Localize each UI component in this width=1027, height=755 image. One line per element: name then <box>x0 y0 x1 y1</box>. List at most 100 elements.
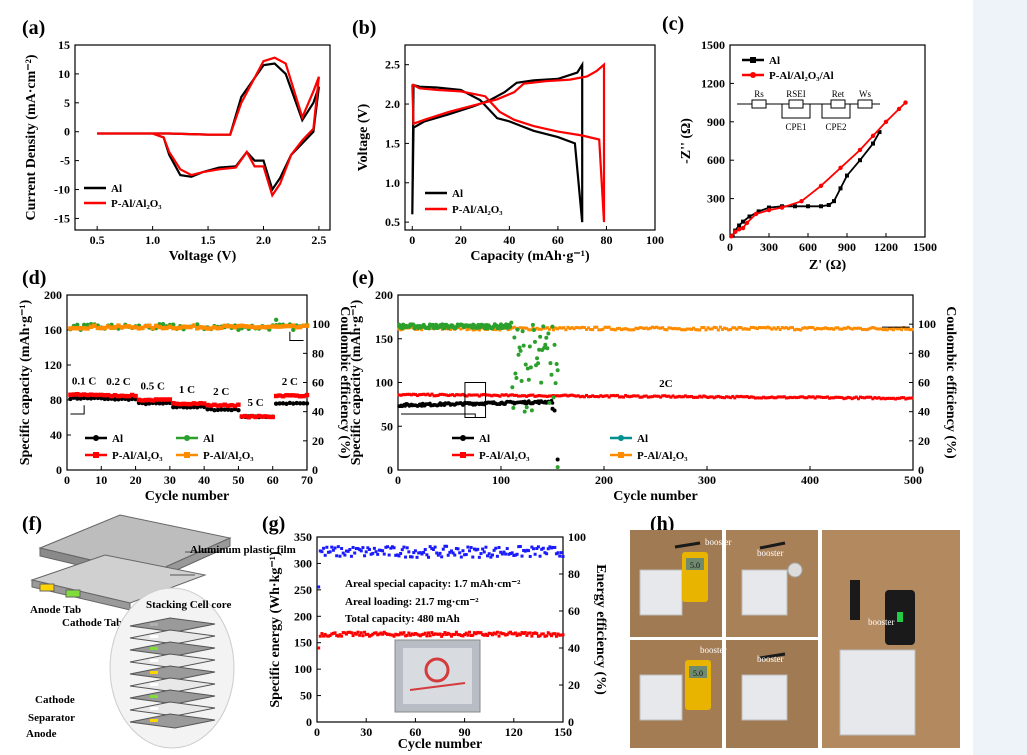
data-point-e-pal-ce-151 <box>552 328 556 332</box>
legend-c-pal-label: P-Al/Al₂O₃/Al <box>769 70 834 82</box>
data-point-e-al-ce-151 <box>551 395 556 400</box>
data-point-e-pal-cap-59 <box>457 393 461 397</box>
data-point-g-energy-14 <box>338 633 342 637</box>
data-point-e-pal-ce-405 <box>813 327 817 331</box>
data-point-e-pal-cap-5 <box>401 393 405 397</box>
data-point-g-ee-47 <box>392 546 396 550</box>
data-point-g-ee-40 <box>381 549 385 553</box>
data-point-d-cap-1-40 <box>201 401 207 406</box>
data-point-g-ee-141 <box>546 547 550 551</box>
data-point-e-pal-ce-205 <box>607 325 611 329</box>
data-point-d-cap-1-26 <box>153 397 159 402</box>
x-tick-label-d-5: 50 <box>232 473 244 487</box>
x-tick-label-g-4: 120 <box>505 725 523 739</box>
label-aluminum-film: Aluminum plastic film <box>190 544 296 556</box>
data-point-e-pal-cap-269 <box>673 395 677 399</box>
data-point-g-ee-131 <box>530 545 534 549</box>
data-point-d-cap-1-64 <box>284 393 289 398</box>
data-point-d-ce-3-19 <box>129 325 135 330</box>
data-point-g-ee-104 <box>486 554 490 558</box>
data-point-e-pal-cap-347 <box>753 396 757 400</box>
data-point-g-ee-36 <box>374 550 378 554</box>
data-point-e-pal-cap-385 <box>793 395 797 399</box>
data-point-e-pal-ce-479 <box>889 327 893 331</box>
data-point-e-pal-cap-343 <box>749 395 753 399</box>
stack-layer-6 <box>129 689 216 705</box>
data-point-g-ee-119 <box>510 551 514 555</box>
data-point-d-cap-0-23 <box>143 401 149 407</box>
x-tick-label-b-2: 40 <box>503 233 515 247</box>
data-point-c-1-10 <box>838 165 843 171</box>
data-point-e-pal-cap-247 <box>650 395 654 399</box>
data-point-d-cap-0-27 <box>157 401 162 406</box>
data-point-g-energy-89 <box>461 634 465 638</box>
data-point-e-al-ce-100 <box>499 322 503 327</box>
data-point-c-0-4 <box>747 214 752 219</box>
data-point-e-pal-cap-459 <box>869 395 873 399</box>
data-point-e-pal-cap-357 <box>764 396 768 400</box>
data-point-e-pal-cap-51 <box>449 393 453 397</box>
data-point-e-pal-ce-383 <box>790 326 794 330</box>
data-point-e-pal-ce-287 <box>692 326 696 330</box>
data-point-e-pal-ce-333 <box>739 326 743 330</box>
data-point-g-energy-23 <box>353 631 357 635</box>
data-point-d-cap-1-11 <box>102 393 107 398</box>
data-point-e-al-ce-43 <box>440 322 445 327</box>
data-point-g-energy-101 <box>481 633 485 637</box>
data-point-e-pal-ce-297 <box>702 325 706 329</box>
series-line-b-1 <box>411 62 606 223</box>
y2-tick-label-g-0: 0 <box>568 715 574 729</box>
data-point-g-ee-94 <box>469 546 473 550</box>
device-photos: 5.0 5.0 booster booster booster booster … <box>630 530 960 748</box>
data-point-d-ce-3-15 <box>116 323 121 328</box>
data-point-g-ee-14 <box>338 554 342 558</box>
data-point-d-cap-1-23 <box>143 397 149 403</box>
data-point-e-pal-cap-31 <box>428 393 432 397</box>
data-point-g-energy-27 <box>359 631 363 635</box>
stack-tab-2 <box>150 647 158 650</box>
data-point-e-pal-ce-409 <box>817 327 821 331</box>
x-tick-label-a-4: 2.5 <box>311 233 326 247</box>
data-point-g-ee-12 <box>335 554 339 558</box>
data-point-g-energy-81 <box>448 632 452 636</box>
rate-label-d-1: 0.2 C <box>106 376 131 388</box>
data-point-e-pal-ce-187 <box>589 328 593 332</box>
data-point-g-energy-51 <box>399 631 403 635</box>
data-point-d-cap-0-69 <box>301 401 306 406</box>
data-point-g-ee-26 <box>358 548 362 552</box>
data-point-c-1-6 <box>766 207 772 213</box>
data-point-e-pal-cap-329 <box>735 394 739 398</box>
data-point-e-pal-cap-67 <box>465 394 469 398</box>
data-point-e-pal-cap-219 <box>622 395 626 399</box>
data-point-d-ce-2-5 <box>81 322 87 328</box>
data-point-e-pal-ce-193 <box>595 325 599 329</box>
y2-tick-label-d-4: 80 <box>312 346 324 360</box>
y-axis-label-b: Voltage (V) <box>356 103 371 171</box>
x-tick-label-d-1: 10 <box>95 473 107 487</box>
data-point-e-pal-ce-249 <box>652 326 656 330</box>
data-point-e-pal-ce-137 <box>537 327 541 331</box>
data-point-e-pal-cap-441 <box>850 397 854 401</box>
data-point-e-pal-cap-427 <box>836 395 840 399</box>
data-point-e-pal-cap-353 <box>760 396 764 400</box>
data-point-e-pal-ce-495 <box>906 327 910 331</box>
data-point-g-ee-37 <box>376 552 380 556</box>
booster-label-1: booster <box>705 537 732 547</box>
data-point-e-pal-cap-475 <box>885 396 889 400</box>
data-point-d-cap-0-44 <box>215 407 221 413</box>
g-areal-loading: Areal loading: 21.7 mg·cm⁻² <box>345 596 479 608</box>
data-point-g-ee-90 <box>463 553 467 557</box>
data-point-d-cap-1-54 <box>249 413 255 419</box>
label-separator: Separator <box>28 712 75 724</box>
data-point-d-ce-2-3 <box>75 322 80 327</box>
data-point-g-ee-74 <box>436 553 440 557</box>
legend-a-al-label: Al <box>111 183 122 195</box>
data-point-e-pal-cap-245 <box>648 395 652 399</box>
data-point-g-ee-16 <box>341 551 345 555</box>
data-point-g-ee-57 <box>408 555 412 559</box>
data-point-g-ee-49 <box>395 553 399 557</box>
data-point-d-cap-0-31 <box>171 404 176 410</box>
data-point-e-pal-cap-165 <box>566 394 570 398</box>
data-point-e-pal-ce-161 <box>562 326 566 330</box>
data-point-d-cap-1-65 <box>287 393 293 398</box>
